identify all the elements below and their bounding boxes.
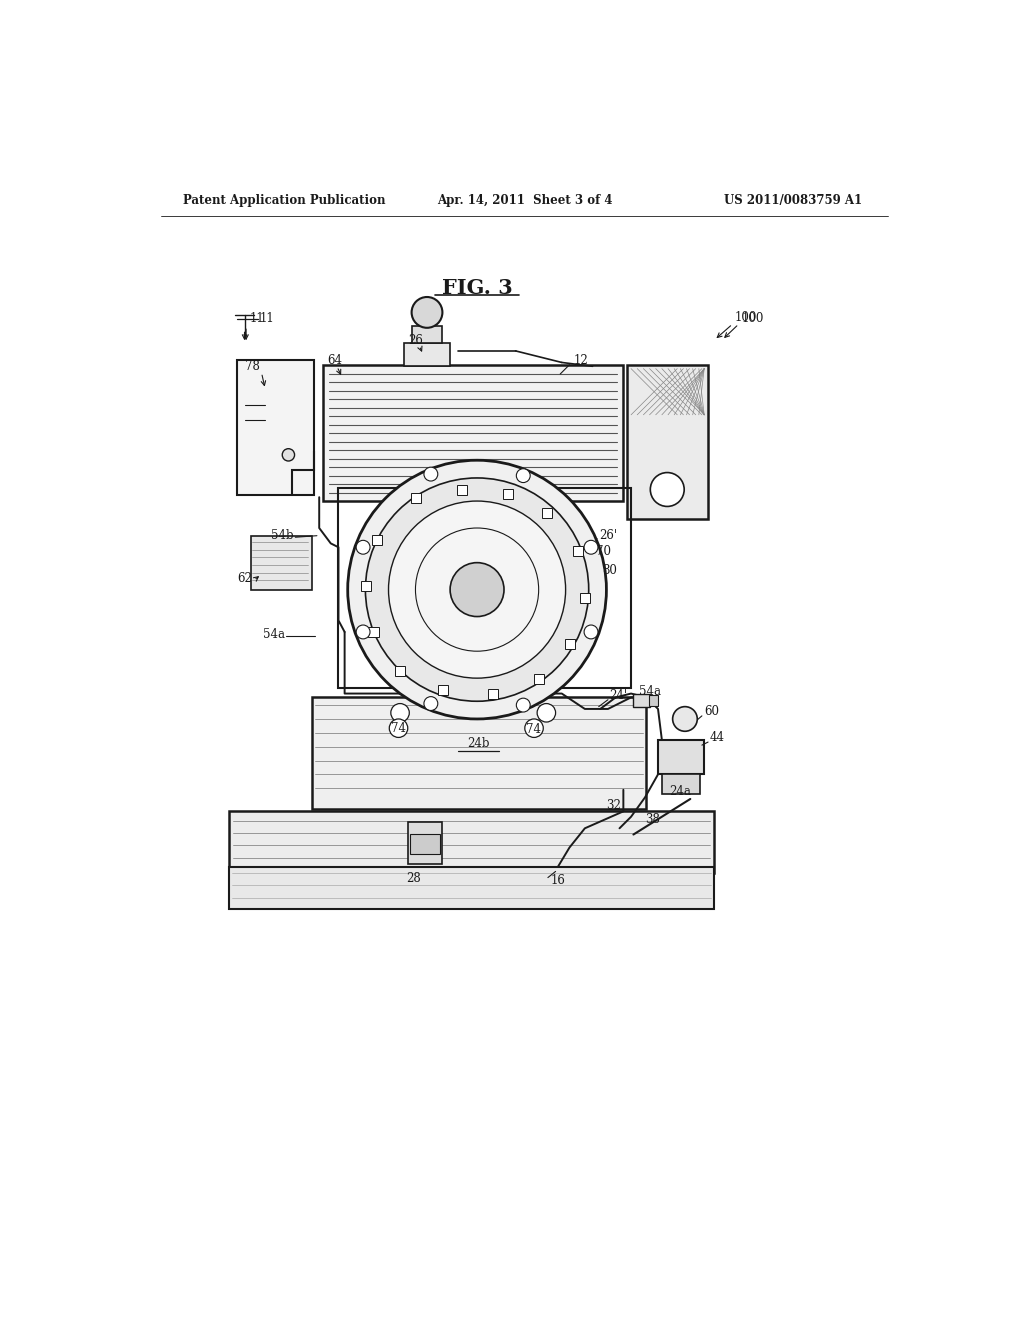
Circle shape <box>391 704 410 722</box>
Bar <box>662 775 700 793</box>
Text: FIG. 3: FIG. 3 <box>441 277 512 298</box>
Text: 64: 64 <box>328 354 343 367</box>
Text: 100: 100 <box>741 312 764 325</box>
Text: 32: 32 <box>606 799 622 812</box>
Circle shape <box>412 297 442 327</box>
Text: 78: 78 <box>245 360 259 372</box>
Text: 28: 28 <box>407 871 421 884</box>
Text: US 2011/0083759 A1: US 2011/0083759 A1 <box>724 194 862 207</box>
Circle shape <box>348 461 606 719</box>
Text: 54a: 54a <box>262 628 285 640</box>
FancyArrowPatch shape <box>634 799 690 834</box>
Bar <box>408 822 442 865</box>
Bar <box>411 492 421 503</box>
Circle shape <box>673 706 697 731</box>
Bar <box>395 665 406 676</box>
Circle shape <box>424 697 438 710</box>
Text: Apr. 14, 2011  Sheet 3 of 4: Apr. 14, 2011 Sheet 3 of 4 <box>437 194 612 207</box>
Text: 100: 100 <box>735 310 758 323</box>
Circle shape <box>516 698 530 711</box>
Text: 11: 11 <box>250 312 264 325</box>
Circle shape <box>283 449 295 461</box>
Bar <box>438 685 447 696</box>
Text: 74: 74 <box>391 722 406 735</box>
Circle shape <box>516 469 530 483</box>
Text: 70: 70 <box>596 545 611 557</box>
Bar <box>658 739 705 775</box>
Bar <box>535 673 544 684</box>
Bar <box>360 581 371 591</box>
Circle shape <box>388 502 565 678</box>
Bar <box>369 627 379 638</box>
Circle shape <box>356 626 370 639</box>
Text: 54a: 54a <box>639 685 660 698</box>
Text: 74: 74 <box>526 723 542 737</box>
Circle shape <box>584 540 598 554</box>
Bar <box>339 488 631 688</box>
Bar <box>229 812 714 873</box>
Circle shape <box>424 467 438 480</box>
Text: 24b: 24b <box>467 737 489 750</box>
Circle shape <box>451 562 504 616</box>
Bar <box>311 697 646 809</box>
Bar <box>628 364 708 519</box>
Bar <box>572 546 583 557</box>
Bar <box>487 689 498 700</box>
Text: 54b: 54b <box>271 529 294 543</box>
Text: 12: 12 <box>573 354 588 367</box>
Text: Patent Application Publication: Patent Application Publication <box>183 194 385 207</box>
Circle shape <box>584 626 598 639</box>
Text: 26: 26 <box>408 334 423 347</box>
Circle shape <box>389 719 408 738</box>
Circle shape <box>524 719 544 738</box>
Bar <box>237 360 313 495</box>
Bar <box>410 834 440 854</box>
Bar <box>251 536 312 590</box>
Text: 11: 11 <box>260 312 274 325</box>
Bar <box>412 326 442 343</box>
Bar <box>634 693 650 708</box>
Bar <box>457 484 467 495</box>
Bar <box>323 364 624 502</box>
Bar <box>503 488 513 499</box>
Text: 16: 16 <box>550 874 565 887</box>
Text: 26': 26' <box>599 529 616 543</box>
Circle shape <box>650 473 684 507</box>
Text: 44: 44 <box>710 731 725 744</box>
Text: 24': 24' <box>609 689 628 702</box>
Bar <box>403 343 451 367</box>
Circle shape <box>366 478 589 701</box>
Bar <box>649 696 658 706</box>
Text: 24a: 24a <box>670 785 691 797</box>
Circle shape <box>356 540 370 554</box>
Text: 62: 62 <box>237 572 252 585</box>
Bar <box>565 639 574 649</box>
Text: 38: 38 <box>645 813 659 825</box>
Circle shape <box>538 704 556 722</box>
Text: 80: 80 <box>602 564 616 577</box>
Text: 60: 60 <box>705 705 719 718</box>
Bar <box>229 867 714 909</box>
Bar <box>581 593 590 603</box>
Bar <box>373 535 382 545</box>
Bar <box>542 508 552 517</box>
